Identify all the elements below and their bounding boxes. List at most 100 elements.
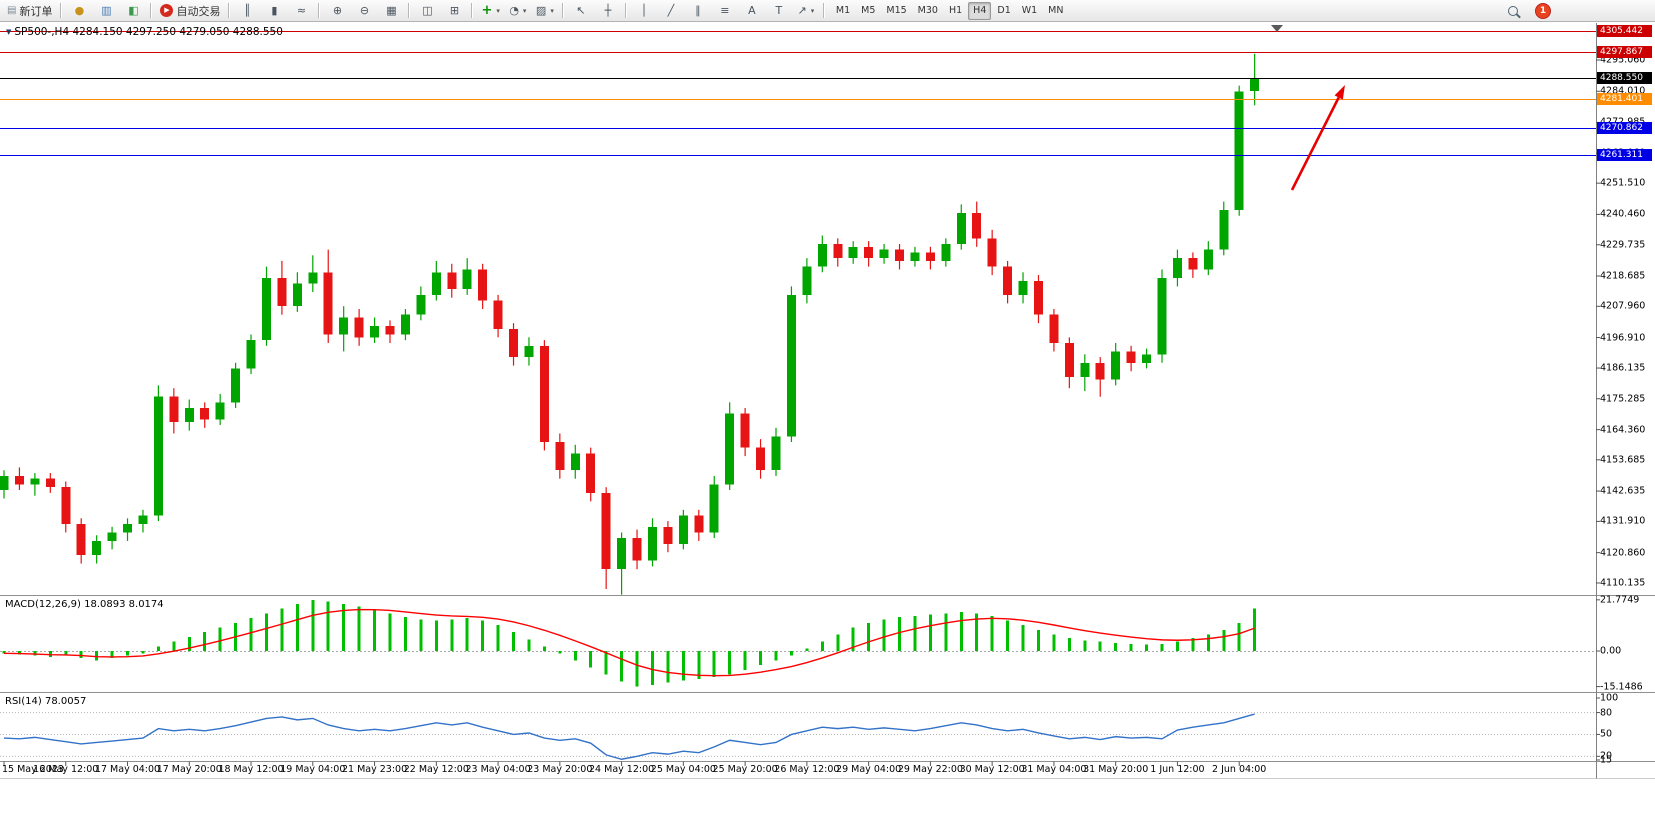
candle-body [400,314,410,335]
candle-body [1142,354,1152,363]
candle-body [925,252,935,261]
candle-body [416,294,426,315]
line-chart-button[interactable]: ≈ [288,1,314,21]
toolbar-separator [822,3,825,18]
candle-body [848,246,858,259]
candle-body [1172,258,1182,278]
search-button[interactable] [1500,1,1526,21]
autotrading-button[interactable]: ▶ 自动交易 [156,1,224,21]
main-toolbar: ▤ 新订单 ● ▥ ◧ ▶ 自动交易 ║ ▮ ≈ ⊕ ⊖ ▦ ◫ ⊞ + ▾ ◔ ▾… [0,0,1655,22]
timeframe-d1-button[interactable]: D1 [997,4,1011,16]
market-watch-button[interactable]: ● [66,1,92,21]
bar-chart-button[interactable]: ║ [234,1,260,21]
bar-chart-icon: ║ [244,4,251,17]
tile-windows-button[interactable]: ◫ [414,1,440,21]
candlestick-chart-icon: ▮ [271,4,278,17]
shift-marker-icon[interactable] [1271,25,1283,32]
text-icon: A [748,4,756,17]
candle-body [740,413,750,448]
candle-body [725,413,735,485]
navigator-button[interactable]: ◧ [120,1,146,21]
candle-body [987,238,997,267]
candle-body [1064,342,1074,377]
candle-body [323,272,333,335]
timeframe-m1-button[interactable]: M1 [835,4,851,16]
new-order-label: 新订单 [19,4,53,18]
crosshair-icon: ┼ [604,4,612,17]
chevron-down-icon: ▾ [522,6,527,15]
autotrading-label: 自动交易 [176,4,221,18]
candle-body [184,408,194,423]
candle-body [786,294,796,437]
new-order-button[interactable]: ▤ 新订单 [3,1,56,21]
candle-body [895,249,905,261]
grid-button[interactable]: ▦ [378,1,404,21]
candle-body [570,453,580,471]
trendline-icon: ╱ [667,4,675,17]
zoom-in-button[interactable]: ⊕ [324,1,350,21]
candle-body [447,272,457,290]
timeframe-m30-button[interactable]: M30 [917,4,938,16]
timeframe-h4-button[interactable]: H4 [968,1,992,20]
templates-button[interactable]: ▨ ▾ [532,1,558,21]
candle-body [246,340,256,369]
candle-body [92,540,102,556]
candle-body [879,249,889,259]
candle-body [709,484,719,533]
cursor-button[interactable]: ↖ [568,1,594,21]
timeframe-m5-button[interactable]: M5 [861,4,876,16]
candle-body [1203,249,1213,270]
trend-arrow-head[interactable] [1334,85,1345,100]
text-button[interactable]: A [739,1,765,21]
candle-body [200,408,210,420]
candle-body [1018,280,1028,295]
fibonacci-button[interactable]: ≡ [712,1,738,21]
channel-button[interactable]: ∥ [685,1,711,21]
channel-icon: ∥ [695,4,701,17]
candle-body [509,328,519,358]
candle-body [617,538,627,570]
timeframe-w1-button[interactable]: W1 [1021,4,1038,16]
vertical-line-button[interactable]: │ [631,1,657,21]
toolbar-separator [624,3,627,18]
candle-body [1126,351,1136,363]
timeframe-h1-button[interactable]: H1 [948,4,963,16]
periods-button[interactable]: ◔ ▾ [505,1,531,21]
candlestick-chart-button[interactable]: ▮ [261,1,287,21]
chevron-down-icon: ▾ [550,6,554,15]
navigator-icon: ◧ [128,4,139,17]
text-label-button[interactable]: T [766,1,792,21]
timeframe-toolbar: M1 M5 M15 M30 H1 H4 D1 W1 MN [831,1,1069,20]
rsi-line [3,713,1255,760]
templates-icon: ▨ [535,4,547,17]
new-chart-button[interactable]: ⊞ [441,1,467,21]
zoom-out-button[interactable]: ⊖ [351,1,377,21]
chart-window-button[interactable]: ▥ [93,1,119,21]
vertical-line-icon: │ [640,4,648,17]
candle-body [694,515,704,533]
arrows-tool-button[interactable]: ↗ ▾ [793,1,819,21]
crosshair-button[interactable]: ┼ [595,1,621,21]
trendline-button[interactable]: ╱ [658,1,684,21]
indicators-button[interactable]: + ▾ [477,1,503,21]
candle-body [555,441,565,471]
candle-body [261,277,271,341]
candle-body [972,212,982,239]
toolbar-separator [561,3,564,18]
line-chart-icon: ≈ [296,4,307,17]
candle-body [1111,351,1121,380]
candle-body [1250,78,1260,91]
candle-body [632,538,642,561]
candle-body [61,487,71,524]
timeframe-mn-button[interactable]: MN [1048,4,1064,16]
grid-icon: ▦ [386,4,397,17]
notification-badge[interactable]: 1 [1535,2,1551,19]
candle-body [0,475,9,491]
zoom-out-icon: ⊖ [359,4,370,17]
fibonacci-icon: ≡ [720,4,730,17]
candle-body [431,272,441,295]
trend-arrow-line[interactable] [1290,96,1340,191]
candle-body [539,345,549,442]
timeframe-m15-button[interactable]: M15 [886,4,907,16]
